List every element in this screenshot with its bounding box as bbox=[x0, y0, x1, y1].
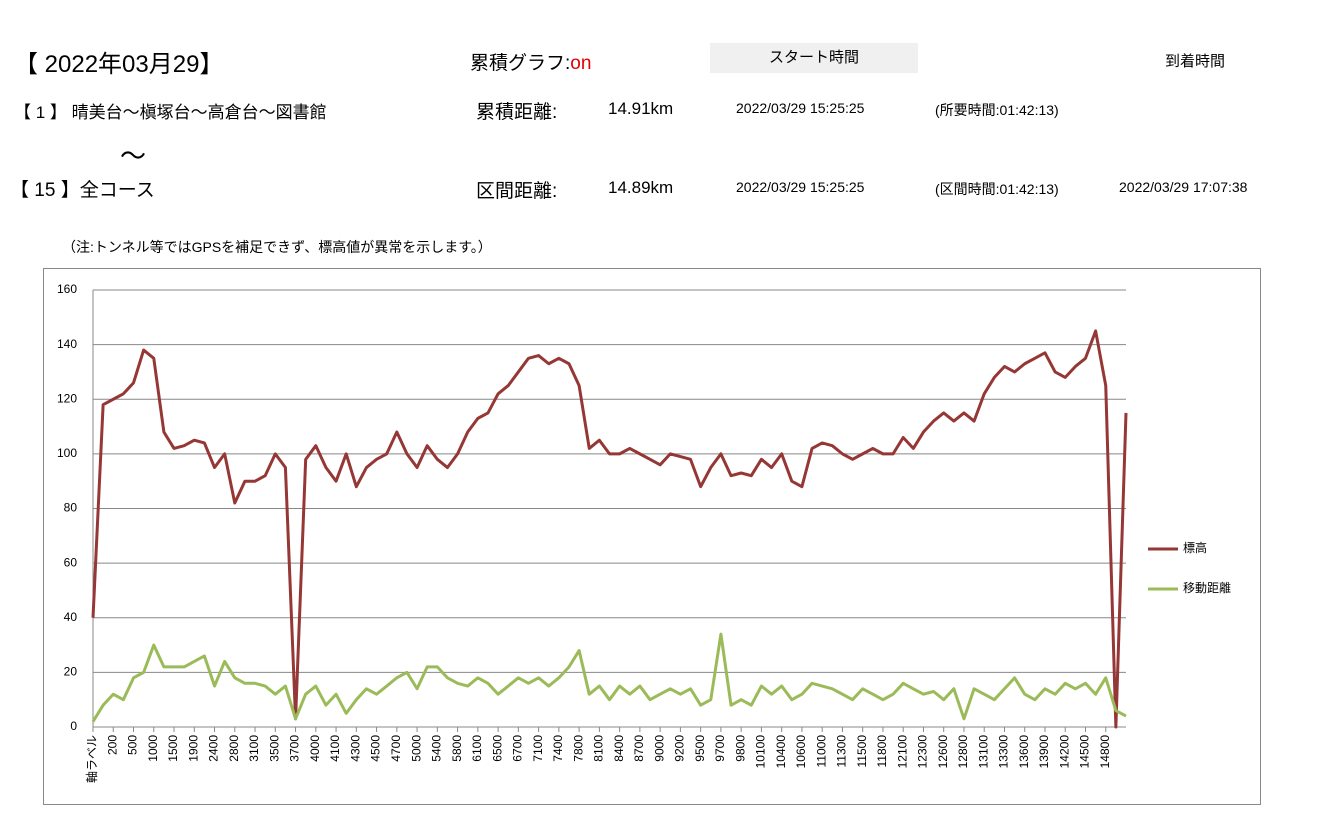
x-tick-label: 11300 bbox=[835, 735, 849, 768]
section-duration: (区間時間:01:42:13) bbox=[935, 181, 1059, 197]
cumulative-distance: 14.91km bbox=[608, 99, 674, 118]
x-tick-label: 7400 bbox=[551, 735, 565, 762]
x-tick-label: 14200 bbox=[1057, 735, 1071, 769]
x-tick-label: 9700 bbox=[713, 735, 727, 762]
x-tick-label: 4500 bbox=[369, 735, 383, 762]
x-tick-label: 軸ラベル bbox=[85, 735, 99, 783]
y-tick-label: 120 bbox=[57, 391, 77, 405]
y-tick-label: 80 bbox=[64, 501, 78, 515]
graph-label-text: 累積グラフ: bbox=[470, 53, 571, 74]
cumulative-start: 2022/03/29 15:25:25 bbox=[736, 100, 865, 116]
x-tick-label: 11800 bbox=[875, 735, 889, 768]
section-distance: 14.89km bbox=[608, 178, 674, 197]
date: 【 2022年03月29】 bbox=[14, 51, 224, 78]
line-series bbox=[91, 632, 1127, 723]
legend-label: 標高 bbox=[1183, 540, 1207, 555]
x-tick-label: 11000 bbox=[814, 735, 828, 768]
y-tick-label: 20 bbox=[64, 665, 78, 679]
start-label[interactable]: スタート時間 bbox=[710, 43, 918, 73]
x-tick-label: 9500 bbox=[693, 735, 707, 762]
route-tilde: ～ bbox=[120, 141, 147, 171]
note: （注:トンネル等ではGPSを補足できず、標高値が異常を示します。） bbox=[62, 239, 492, 255]
x-tick-label: 14800 bbox=[1098, 735, 1112, 769]
x-tick-label: 1900 bbox=[186, 735, 200, 762]
x-tick-label: 5000 bbox=[409, 735, 423, 762]
x-tick-label: 10600 bbox=[794, 735, 808, 769]
x-tick-label: 9800 bbox=[733, 735, 747, 762]
section-end: 2022/03/29 17:07:38 bbox=[1119, 179, 1248, 195]
x-tick-label: 4300 bbox=[348, 735, 362, 762]
x-tick-label: 7800 bbox=[571, 735, 585, 762]
section-label: 区間距離: bbox=[476, 181, 558, 202]
route-to: 【 15 】全コース bbox=[10, 180, 155, 201]
x-tick-label: 5800 bbox=[450, 735, 464, 762]
x-tick-label: 8700 bbox=[632, 735, 646, 762]
x-tick-label: 13100 bbox=[976, 735, 990, 769]
x-tick-label: 13900 bbox=[1037, 735, 1051, 769]
chart-frame bbox=[43, 268, 1261, 805]
cumulative-label: 累積距離: bbox=[476, 102, 558, 123]
end-label: 到着時間 bbox=[1165, 53, 1226, 70]
x-tick-label: 8100 bbox=[592, 735, 606, 762]
x-tick-label: 4000 bbox=[308, 735, 322, 762]
x-tick-label: 13300 bbox=[997, 735, 1011, 769]
x-tick-label: 10100 bbox=[754, 735, 768, 769]
section-start: 2022/03/29 15:25:25 bbox=[736, 179, 865, 195]
route-from: 【 1 】 晴美台～槇塚台～高倉台～図書館 bbox=[14, 103, 327, 122]
x-tick-label: 14500 bbox=[1078, 735, 1092, 769]
x-tick-label: 13600 bbox=[1017, 735, 1031, 769]
x-tick-label: 3700 bbox=[288, 735, 302, 762]
x-tick-label: 200 bbox=[105, 735, 119, 755]
x-tick-label: 4700 bbox=[389, 735, 403, 762]
legend-label: 移動距離 bbox=[1183, 581, 1231, 595]
x-tick-label: 12600 bbox=[936, 735, 950, 769]
graph-state[interactable]: on bbox=[570, 53, 592, 74]
x-tick-label: 9000 bbox=[652, 735, 666, 762]
graph-label: 累積グラフ:on bbox=[470, 48, 591, 75]
x-tick-label: 3500 bbox=[267, 735, 281, 762]
x-tick-label: 10400 bbox=[774, 735, 788, 769]
x-tick-label: 2800 bbox=[227, 735, 241, 762]
x-tick-label: 1000 bbox=[146, 735, 160, 762]
x-tick-label: 500 bbox=[126, 735, 140, 755]
x-tick-label: 4100 bbox=[328, 735, 342, 762]
y-tick-label: 40 bbox=[64, 610, 78, 624]
y-tick-label: 100 bbox=[57, 446, 77, 460]
x-tick-label: 5400 bbox=[430, 735, 444, 762]
x-tick-label: 7100 bbox=[531, 735, 545, 762]
x-tick-label: 1500 bbox=[166, 735, 180, 762]
x-tick-label: 6500 bbox=[490, 735, 504, 762]
x-tick-label: 12100 bbox=[895, 735, 909, 769]
x-tick-label: 12800 bbox=[956, 735, 970, 769]
x-tick-label: 11500 bbox=[855, 735, 869, 768]
x-tick-label: 8400 bbox=[612, 735, 626, 762]
line-series bbox=[91, 329, 1128, 729]
y-tick-label: 0 bbox=[70, 719, 77, 733]
x-tick-label: 9200 bbox=[673, 735, 687, 762]
x-tick-label: 12300 bbox=[916, 735, 930, 769]
x-tick-label: 6100 bbox=[470, 735, 484, 762]
y-tick-label: 160 bbox=[57, 282, 77, 296]
x-tick-label: 3100 bbox=[247, 735, 261, 762]
y-tick-label: 140 bbox=[57, 337, 77, 351]
x-tick-label: 2400 bbox=[207, 735, 221, 762]
cumulative-duration: (所要時間:01:42:13) bbox=[935, 102, 1059, 118]
y-tick-label: 60 bbox=[64, 555, 78, 569]
x-tick-label: 6700 bbox=[511, 735, 525, 762]
